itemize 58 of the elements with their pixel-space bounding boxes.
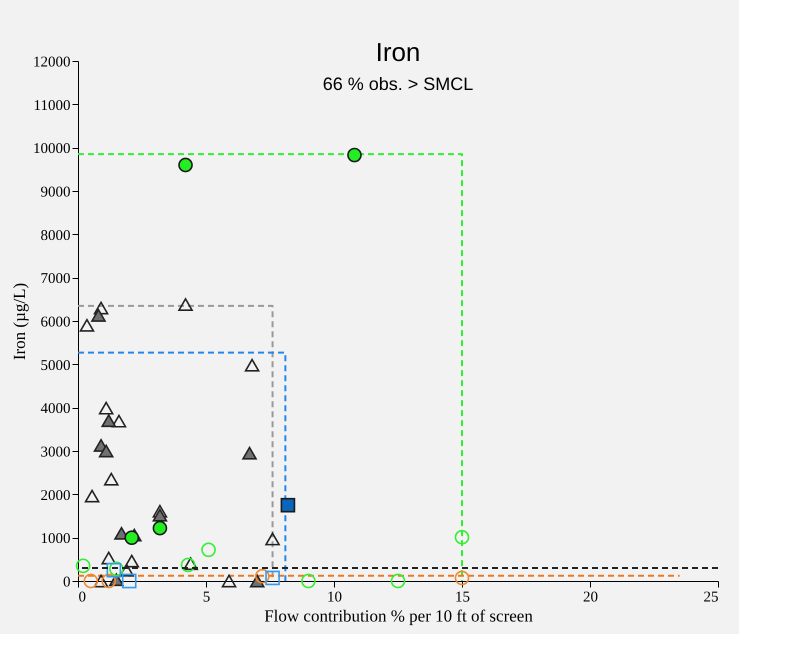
y-tick-label: 8000 (40, 228, 70, 244)
x-tick-label: 0 (78, 590, 86, 606)
chart-title: Iron (376, 37, 420, 67)
x-tick-label: 5 (202, 590, 210, 606)
point (101, 414, 116, 428)
point (98, 402, 114, 415)
point (98, 444, 114, 458)
point (255, 568, 270, 584)
point (76, 558, 90, 574)
point (152, 504, 168, 518)
y-tick-label: 10000 (33, 141, 70, 158)
point (280, 498, 296, 512)
point (178, 298, 193, 311)
point (101, 574, 116, 588)
point (94, 302, 108, 314)
point (152, 520, 168, 536)
point (222, 574, 236, 588)
x-tick-label: 25 (704, 590, 718, 606)
x-axis-title: Flow contribution % per 10 ft of screen (264, 606, 534, 626)
point (301, 574, 316, 588)
y-tick-label: 4000 (40, 401, 70, 418)
point (104, 472, 119, 486)
point (94, 574, 108, 588)
point (265, 532, 280, 546)
y-tick-label: 2000 (40, 488, 70, 504)
y-tick-label: 3000 (40, 444, 70, 460)
point (242, 446, 257, 460)
point (201, 542, 216, 558)
point (112, 414, 126, 428)
point (152, 508, 168, 522)
point (265, 570, 280, 586)
x-tick-label: 10 (327, 590, 342, 606)
point (124, 554, 140, 568)
y-tick-label: 7000 (40, 271, 70, 288)
point (244, 358, 260, 372)
x-tick-label: 20 (583, 590, 598, 606)
point (124, 530, 140, 545)
point (178, 158, 193, 172)
y-tick-label: 5000 (40, 358, 70, 374)
point (91, 308, 106, 322)
text: 66 % obs. > SMCL (322, 74, 474, 94)
y-tick-label: 11000 (34, 98, 70, 114)
point (80, 318, 94, 332)
y-tick-label: 6000 (40, 314, 70, 330)
point (347, 148, 362, 162)
point (390, 574, 406, 588)
y-axis-title: Iron (µg/L) (10, 282, 29, 360)
y-tick-label: 1000 (40, 531, 70, 548)
point (454, 530, 470, 545)
y-tick-label: 12000 (33, 54, 70, 70)
y-tick-label: 0 (63, 574, 70, 590)
point (122, 574, 137, 588)
y-tick-label: 9000 (40, 184, 70, 200)
point (454, 570, 470, 586)
point (84, 490, 100, 503)
point (83, 574, 98, 588)
x-tick-label: 15 (455, 590, 470, 606)
point (119, 564, 134, 577)
